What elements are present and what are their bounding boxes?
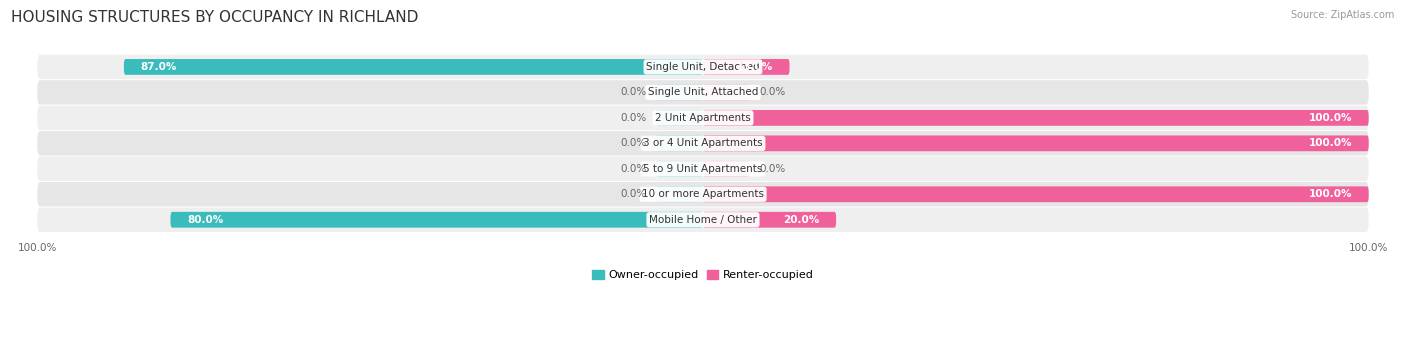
Text: 0.0%: 0.0% [759, 164, 786, 174]
Text: 100.0%: 100.0% [1309, 138, 1353, 148]
FancyBboxPatch shape [38, 55, 1368, 79]
FancyBboxPatch shape [703, 161, 749, 177]
Text: 0.0%: 0.0% [620, 164, 647, 174]
Text: 0.0%: 0.0% [759, 87, 786, 98]
Text: Source: ZipAtlas.com: Source: ZipAtlas.com [1291, 10, 1395, 20]
FancyBboxPatch shape [657, 110, 703, 126]
Text: 5 to 9 Unit Apartments: 5 to 9 Unit Apartments [644, 164, 762, 174]
FancyBboxPatch shape [657, 135, 703, 151]
Text: 0.0%: 0.0% [620, 87, 647, 98]
Text: 87.0%: 87.0% [141, 62, 177, 72]
FancyBboxPatch shape [703, 59, 790, 75]
FancyBboxPatch shape [657, 161, 703, 177]
FancyBboxPatch shape [170, 212, 703, 228]
FancyBboxPatch shape [38, 182, 1368, 207]
Text: 100.0%: 100.0% [1309, 189, 1353, 199]
FancyBboxPatch shape [124, 59, 703, 75]
FancyBboxPatch shape [38, 208, 1368, 232]
FancyBboxPatch shape [703, 110, 1368, 126]
FancyBboxPatch shape [38, 80, 1368, 105]
Text: 80.0%: 80.0% [187, 215, 224, 225]
FancyBboxPatch shape [657, 187, 703, 202]
FancyBboxPatch shape [703, 187, 1368, 202]
FancyBboxPatch shape [703, 85, 749, 100]
Text: 100.0%: 100.0% [1309, 113, 1353, 123]
Text: HOUSING STRUCTURES BY OCCUPANCY IN RICHLAND: HOUSING STRUCTURES BY OCCUPANCY IN RICHL… [11, 10, 419, 25]
Text: 13.0%: 13.0% [737, 62, 773, 72]
FancyBboxPatch shape [38, 157, 1368, 181]
Text: 0.0%: 0.0% [620, 113, 647, 123]
FancyBboxPatch shape [38, 106, 1368, 130]
Text: 2 Unit Apartments: 2 Unit Apartments [655, 113, 751, 123]
Text: Mobile Home / Other: Mobile Home / Other [650, 215, 756, 225]
Text: Single Unit, Attached: Single Unit, Attached [648, 87, 758, 98]
FancyBboxPatch shape [657, 85, 703, 100]
Text: 20.0%: 20.0% [783, 215, 820, 225]
Legend: Owner-occupied, Renter-occupied: Owner-occupied, Renter-occupied [588, 266, 818, 285]
Text: 0.0%: 0.0% [620, 138, 647, 148]
Text: 3 or 4 Unit Apartments: 3 or 4 Unit Apartments [643, 138, 763, 148]
FancyBboxPatch shape [38, 131, 1368, 155]
Text: Single Unit, Detached: Single Unit, Detached [647, 62, 759, 72]
Text: 10 or more Apartments: 10 or more Apartments [643, 189, 763, 199]
FancyBboxPatch shape [703, 212, 837, 228]
Text: 0.0%: 0.0% [620, 189, 647, 199]
FancyBboxPatch shape [703, 135, 1368, 151]
